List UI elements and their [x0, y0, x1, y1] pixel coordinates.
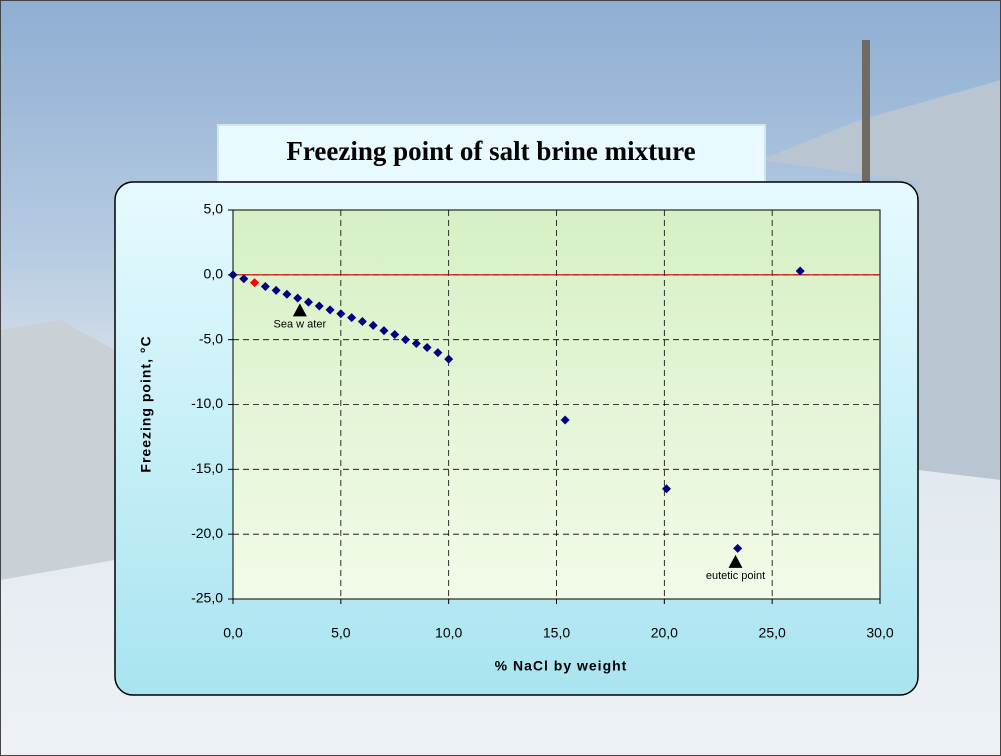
data-point — [422, 342, 432, 352]
y-tick-label: 5,0 — [204, 201, 224, 217]
annotation-marker — [728, 554, 743, 568]
x-tick-label: 30,0 — [866, 625, 893, 641]
data-point — [357, 317, 367, 327]
data-point — [379, 326, 389, 336]
data-point — [293, 293, 303, 303]
data-point — [444, 354, 454, 364]
y-tick-label: -20,0 — [191, 525, 223, 541]
data-point — [733, 543, 743, 553]
x-axis-title: % NaCl by weight — [495, 658, 628, 674]
annotation-label: eutetic point — [706, 570, 765, 582]
data-point — [250, 278, 260, 288]
data-point — [336, 309, 346, 319]
data-point — [271, 285, 281, 295]
annotation-label: Sea w ater — [274, 318, 327, 330]
data-point — [368, 320, 378, 330]
data-point — [401, 335, 411, 345]
data-point — [228, 270, 238, 280]
chart-title: Freezing point of salt brine mixture — [286, 136, 695, 166]
data-point — [282, 289, 292, 299]
y-tick-label: -15,0 — [191, 460, 223, 476]
x-tick-label: 25,0 — [759, 625, 786, 641]
hill-right — [760, 80, 1001, 480]
data-point — [314, 301, 324, 311]
x-tick-label: 10,0 — [435, 625, 462, 641]
y-axis-title: Freezing point, °C — [138, 335, 154, 472]
x-tick-label: 5,0 — [331, 625, 351, 641]
data-point — [260, 282, 270, 292]
x-tick-label: 0,0 — [223, 625, 243, 641]
x-tick-label: 20,0 — [651, 625, 678, 641]
data-point — [661, 484, 671, 494]
annotation-marker — [292, 303, 307, 317]
data-point — [303, 297, 313, 307]
x-tick-label: 15,0 — [543, 625, 570, 641]
y-tick-label: -5,0 — [199, 330, 223, 346]
data-point — [795, 266, 805, 276]
data-point — [347, 313, 357, 323]
data-point — [411, 339, 421, 349]
data-point — [560, 415, 570, 425]
y-tick-label: -25,0 — [191, 590, 223, 606]
y-tick-label: -10,0 — [191, 395, 223, 411]
data-point — [390, 329, 400, 339]
title-box — [217, 124, 766, 183]
data-point — [433, 348, 443, 358]
y-tick-label: 0,0 — [204, 266, 224, 282]
data-point — [325, 305, 335, 315]
data-point — [239, 274, 249, 284]
hill-left — [0, 320, 115, 580]
